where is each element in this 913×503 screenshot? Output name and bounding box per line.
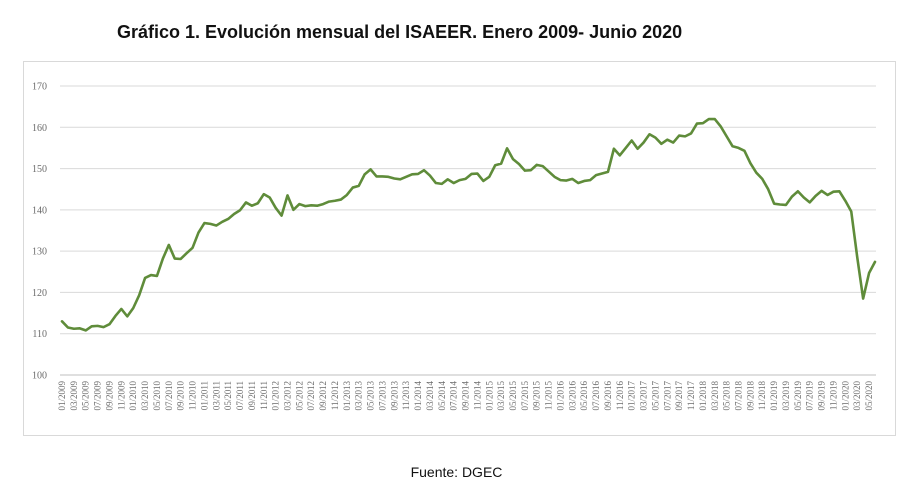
x-tick-label: 03/2009 bbox=[69, 381, 79, 411]
x-tick-label: 11/2009 bbox=[116, 381, 126, 411]
x-tick-label: 11/2014 bbox=[472, 381, 482, 411]
x-tick-label: 07/2018 bbox=[734, 381, 744, 411]
series-line bbox=[60, 117, 877, 332]
y-tick-label: 170 bbox=[32, 82, 47, 93]
y-tick-label: 110 bbox=[32, 329, 47, 340]
x-tick-label: 11/2015 bbox=[544, 381, 554, 411]
x-tick-label: 05/2015 bbox=[508, 381, 518, 411]
x-tick-label: 09/2015 bbox=[532, 381, 542, 411]
y-axis-tick-labels: 100 110 120 130 140 150 160 170 bbox=[32, 82, 47, 382]
x-tick-label: 11/2011 bbox=[259, 381, 269, 410]
x-tick-label: 01/2018 bbox=[698, 381, 708, 411]
y-tick-label: 120 bbox=[32, 288, 47, 299]
x-tick-label: 05/2018 bbox=[722, 381, 732, 411]
x-tick-label: 07/2013 bbox=[378, 381, 388, 411]
x-tick-label: 11/2013 bbox=[401, 381, 411, 411]
x-tick-label: 09/2013 bbox=[389, 381, 399, 411]
x-tick-label: 05/2014 bbox=[437, 381, 447, 411]
x-tick-label: 03/2014 bbox=[425, 381, 435, 411]
x-axis-tick-labels: 01/2009 03/2009 05/2009 07/2009 09/2009 11/20… bbox=[57, 381, 874, 411]
x-tick-label: 07/2016 bbox=[591, 381, 601, 411]
x-tick-label: 07/2009 bbox=[93, 381, 103, 411]
x-tick-label: 07/2017 bbox=[662, 381, 672, 411]
x-tick-label: 05/2009 bbox=[81, 381, 91, 411]
x-tick-label: 05/2020 bbox=[864, 381, 874, 411]
y-tick-label: 140 bbox=[32, 205, 47, 216]
x-tick-label: 01/2016 bbox=[556, 381, 566, 411]
x-tick-label: 09/2016 bbox=[603, 381, 613, 411]
x-tick-label: 11/2012 bbox=[330, 381, 340, 410]
x-tick-label: 09/2009 bbox=[105, 381, 115, 411]
x-tick-label: 11/2010 bbox=[188, 381, 198, 411]
chart-frame bbox=[23, 61, 896, 436]
x-tick-label: 01/2009 bbox=[57, 381, 67, 411]
x-tick-label: 09/2017 bbox=[674, 381, 684, 411]
x-tick-label: 11/2017 bbox=[686, 381, 696, 411]
x-tick-label: 01/2011 bbox=[199, 381, 209, 410]
chart-title: Gráfico 1. Evolución mensual del ISAEER.… bbox=[117, 22, 683, 42]
x-tick-label: 03/2011 bbox=[211, 381, 221, 410]
y-tick-label: 130 bbox=[32, 247, 47, 258]
x-tick-label: 03/2013 bbox=[354, 381, 364, 411]
y-tick-label: 150 bbox=[32, 164, 47, 175]
x-tick-label: 07/2019 bbox=[805, 381, 815, 411]
x-tick-label: 05/2017 bbox=[650, 381, 660, 411]
x-tick-label: 05/2010 bbox=[152, 381, 162, 411]
x-tick-label: 01/2010 bbox=[128, 381, 138, 411]
x-tick-label: 01/2012 bbox=[271, 381, 281, 411]
x-tick-label: 03/2019 bbox=[781, 381, 791, 411]
x-tick-label: 03/2020 bbox=[852, 381, 862, 411]
x-tick-label: 03/2016 bbox=[567, 381, 577, 411]
x-tick-label: 03/2012 bbox=[283, 381, 293, 411]
x-tick-label: 07/2012 bbox=[306, 381, 316, 411]
x-tick-label: 11/2019 bbox=[829, 381, 839, 411]
x-tick-label: 05/2013 bbox=[366, 381, 376, 411]
x-tick-label: 03/2015 bbox=[496, 381, 506, 411]
gridlines bbox=[60, 85, 876, 376]
x-tick-label: 09/2019 bbox=[817, 381, 827, 411]
x-tick-label: 03/2018 bbox=[710, 381, 720, 411]
x-tick-label: 05/2011 bbox=[223, 381, 233, 410]
x-tick-label: 05/2016 bbox=[579, 381, 589, 411]
x-tick-label: 03/2017 bbox=[639, 381, 649, 411]
x-tick-label: 01/2020 bbox=[840, 381, 850, 411]
x-tick-label: 11/2018 bbox=[757, 381, 767, 411]
x-tick-label: 03/2010 bbox=[140, 381, 150, 411]
x-tick-label: 09/2014 bbox=[461, 381, 471, 411]
x-tick-label: 05/2012 bbox=[294, 381, 304, 411]
x-tick-label: 09/2018 bbox=[745, 381, 755, 411]
x-tick-label: 07/2010 bbox=[164, 381, 174, 411]
y-tick-label: 160 bbox=[32, 123, 47, 134]
x-tick-label: 05/2019 bbox=[793, 381, 803, 411]
x-tick-label: 11/2016 bbox=[615, 381, 625, 411]
x-tick-label: 09/2011 bbox=[247, 381, 257, 410]
x-tick-label: 01/2014 bbox=[413, 381, 423, 411]
x-tick-label: 09/2012 bbox=[318, 381, 328, 411]
x-tick-label: 01/2015 bbox=[484, 381, 494, 411]
x-tick-label: 01/2019 bbox=[769, 381, 779, 411]
x-tick-label: 09/2010 bbox=[176, 381, 186, 411]
x-tick-label: 01/2013 bbox=[342, 381, 352, 411]
y-tick-label: 100 bbox=[32, 371, 47, 382]
x-tick-label: 07/2014 bbox=[449, 381, 459, 411]
x-tick-label: 07/2011 bbox=[235, 381, 245, 410]
x-tick-label: 01/2017 bbox=[627, 381, 637, 411]
source-note: Fuente: DGEC bbox=[410, 464, 503, 480]
x-tick-label: 07/2015 bbox=[520, 381, 530, 411]
